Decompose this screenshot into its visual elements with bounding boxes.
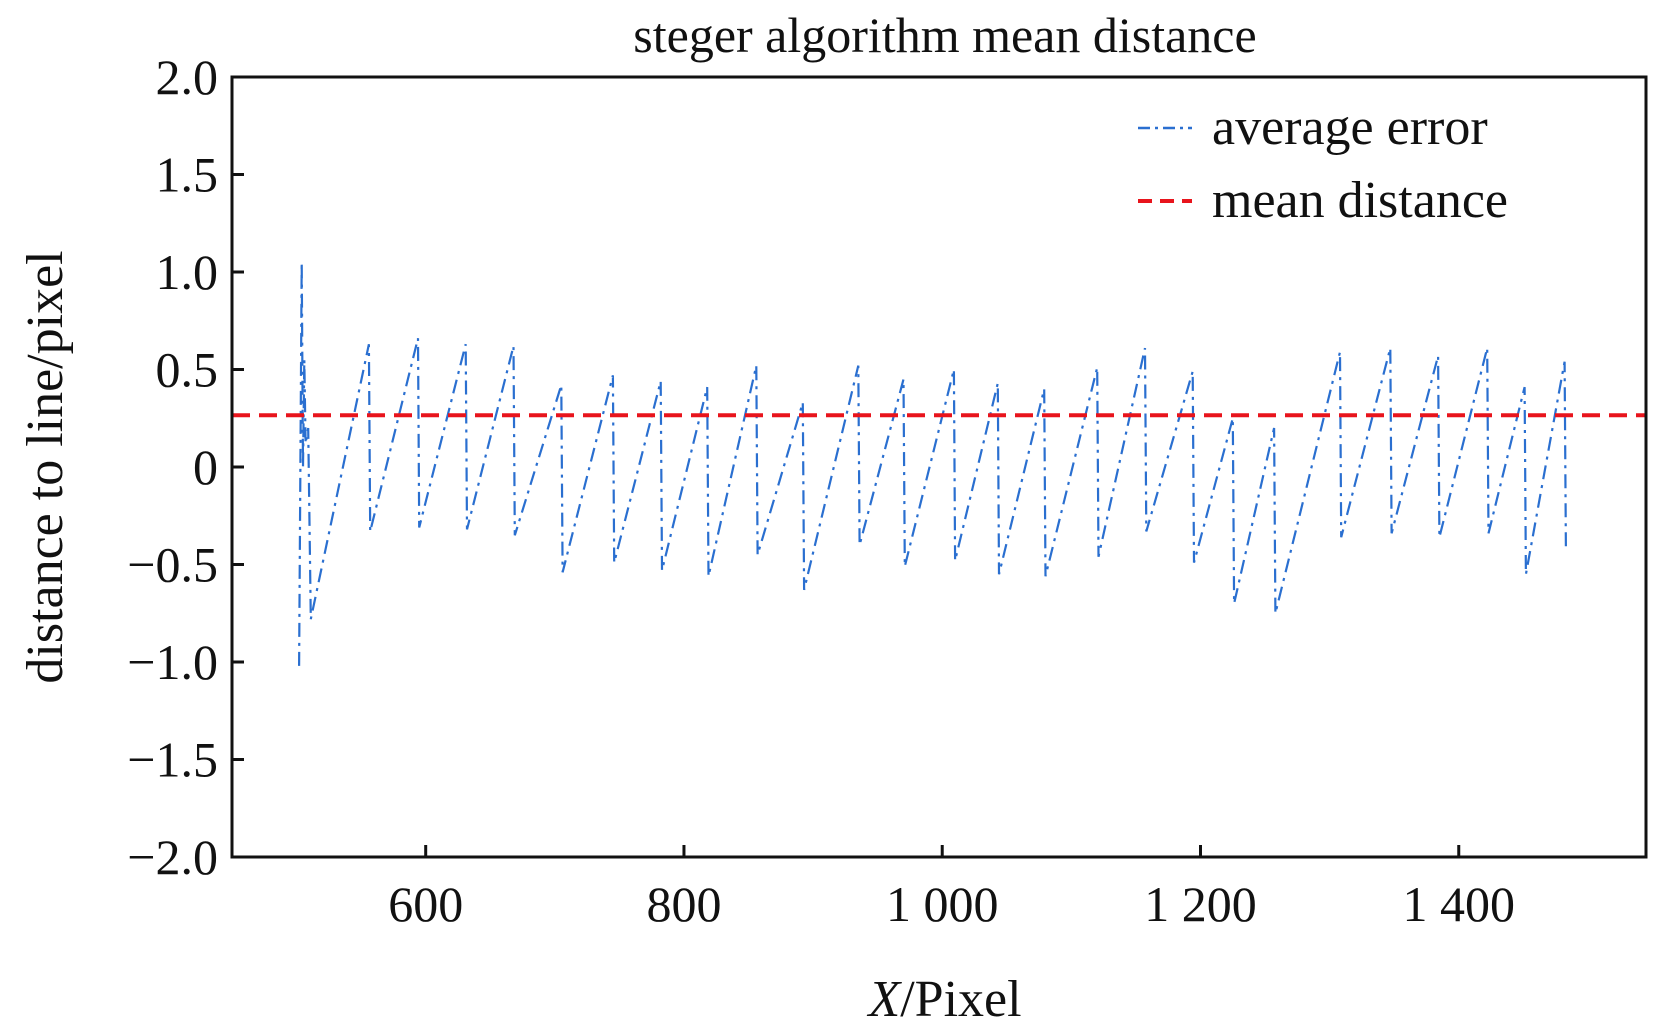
y-tick-label: −1.0 (127, 634, 218, 690)
y-tick-label: −2.0 (127, 829, 218, 885)
y-tick-label: 1.0 (156, 244, 219, 300)
y-axis: 2.0 1.5 1.0 0.5 0 −0.5 −1.0 −1.5 −2.0 (127, 49, 244, 885)
plot-area (232, 262, 1646, 666)
y-tick-label: 2.0 (156, 49, 219, 105)
x-tick-label: 1 000 (886, 876, 999, 932)
x-axis-label-var: X (866, 971, 902, 1027)
y-tick-label: −1.5 (127, 732, 218, 788)
x-axis-label-unit: /Pixel (900, 971, 1021, 1027)
y-tick-label: 0 (193, 439, 218, 495)
legend-label-average-error: average error (1212, 99, 1488, 156)
y-tick-label: 0.5 (156, 342, 219, 398)
legend: average error mean distance (1138, 99, 1508, 229)
x-tick-label: 600 (388, 876, 463, 932)
y-axis-label: distance to line/pixel (17, 250, 74, 683)
chart-title: steger algorithm mean distance (633, 7, 1256, 63)
y-tick-label: 1.5 (156, 147, 219, 203)
x-axis-label: X/Pixel (866, 971, 1021, 1027)
y-tick-label: −0.5 (127, 537, 218, 593)
x-tick-label: 800 (646, 876, 721, 932)
legend-label-mean-distance: mean distance (1212, 172, 1508, 229)
x-axis: 600 800 1 000 1 200 1 400 (388, 845, 1515, 932)
series-line-average-error (298, 262, 1567, 666)
x-tick-label: 1 200 (1144, 876, 1257, 932)
x-tick-label: 1 400 (1403, 876, 1516, 932)
